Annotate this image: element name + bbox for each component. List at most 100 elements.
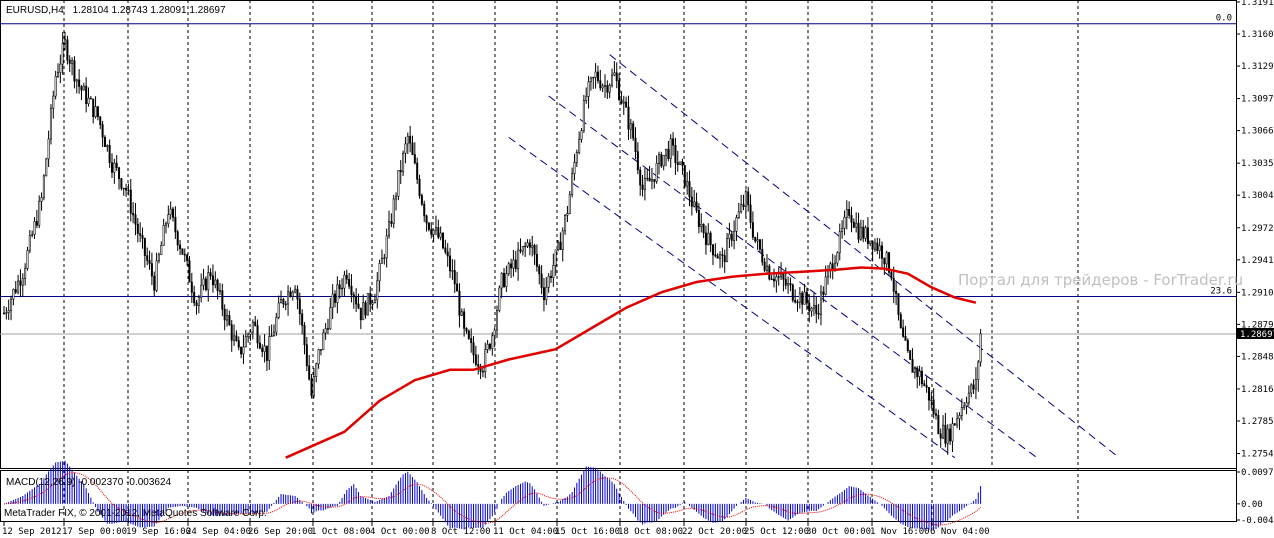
candle-body	[716, 255, 719, 259]
channel-line	[548, 95, 1038, 459]
candle-body	[467, 330, 470, 339]
candlesticks	[2, 31, 982, 455]
candle-body	[453, 270, 456, 285]
candle-body	[89, 97, 92, 100]
candle-body	[150, 263, 153, 277]
macd-tick-label: -0.00492	[1241, 516, 1274, 526]
candle-body	[749, 204, 752, 223]
candle-body	[221, 290, 224, 310]
candle-body	[310, 378, 313, 397]
candle-body	[603, 85, 606, 87]
candle-body	[359, 307, 362, 321]
channel-line	[609, 54, 1120, 459]
candle-body	[12, 289, 15, 300]
candle-body	[247, 334, 250, 338]
time-tick-label: 12 Sep 2012	[2, 527, 62, 537]
candle-body	[444, 247, 447, 253]
candle-body	[442, 232, 445, 249]
candle-body	[122, 187, 125, 190]
candle-body	[477, 364, 480, 367]
candle-body	[195, 302, 198, 306]
price-tick-label: 1.30665	[1241, 127, 1274, 137]
candle-body	[859, 226, 862, 240]
candle-body	[495, 310, 499, 331]
candle-body	[378, 263, 381, 282]
candle-body	[627, 106, 630, 130]
candle-body	[897, 293, 900, 315]
price-axis: 1.31910 1.31600 1.31290 1.30975 1.30665 1.303…	[1236, 0, 1274, 460]
candle-body	[500, 272, 503, 289]
candle-body	[559, 241, 562, 250]
candle-body	[782, 273, 785, 280]
candle-body	[439, 232, 442, 238]
candle-body	[47, 138, 50, 160]
candle-body	[42, 175, 45, 198]
candle-body	[911, 359, 914, 373]
candle-body	[575, 152, 578, 163]
candle-body	[343, 274, 346, 289]
candle-body	[526, 242, 529, 247]
time-tick-label: 26 Sep 20:00	[248, 527, 313, 537]
candle-body	[268, 336, 271, 361]
candle-body	[742, 204, 745, 207]
candle-body	[385, 235, 388, 259]
candle-body	[272, 331, 275, 337]
candle-body	[33, 221, 36, 235]
candle-body	[815, 305, 818, 314]
candle-body	[935, 413, 938, 416]
candle-body	[888, 252, 891, 273]
channel-line	[508, 136, 956, 459]
candle-body	[735, 217, 738, 232]
candle-body	[540, 273, 543, 288]
candle-body	[254, 321, 257, 326]
candle-body	[66, 39, 69, 61]
candle-body	[200, 284, 203, 298]
candle-body	[434, 227, 437, 231]
time-tick-label: 1 Oct 08:00	[311, 527, 371, 537]
candle-body	[214, 279, 217, 286]
candle-body	[547, 275, 550, 288]
time-tick-label: 25 Oct 12:00	[744, 527, 809, 537]
candle-body	[113, 162, 116, 173]
candle-body	[270, 335, 273, 337]
candle-body	[848, 209, 851, 216]
candle-body	[82, 85, 85, 91]
candle-body	[850, 215, 853, 223]
candle-body	[669, 138, 672, 159]
candle-body	[326, 328, 329, 330]
candle-body	[770, 278, 773, 281]
candle-body	[507, 263, 510, 274]
candle-body	[662, 154, 665, 167]
candle-body	[280, 299, 283, 304]
candle-body	[216, 279, 219, 292]
candle-body	[592, 76, 595, 79]
candle-body	[364, 302, 367, 316]
price-tick-label: 1.29415	[1241, 256, 1274, 266]
candle-body	[949, 428, 952, 442]
candle-body	[14, 289, 17, 293]
candle-body	[503, 272, 506, 287]
candle-body	[380, 257, 383, 264]
candle-body	[780, 273, 783, 278]
candle-body	[263, 345, 266, 352]
candle-body	[463, 311, 466, 329]
candle-body	[843, 216, 846, 229]
candle-body	[237, 340, 240, 348]
candle-body	[535, 254, 538, 267]
time-tick-label: 6 Nov 04:00	[930, 527, 990, 537]
candle-body	[761, 249, 764, 263]
candle-body	[737, 211, 740, 218]
candle-body	[747, 191, 750, 206]
candle-body	[404, 143, 407, 154]
candle-body	[284, 303, 287, 306]
candle-body	[803, 291, 806, 305]
candle-body	[611, 74, 614, 86]
candle-body	[606, 85, 609, 93]
candle-body	[514, 259, 517, 270]
candle-body	[775, 276, 778, 282]
candle-body	[632, 123, 635, 139]
candle-body	[355, 296, 358, 305]
candle-body	[413, 154, 416, 164]
candle-body	[733, 231, 736, 241]
